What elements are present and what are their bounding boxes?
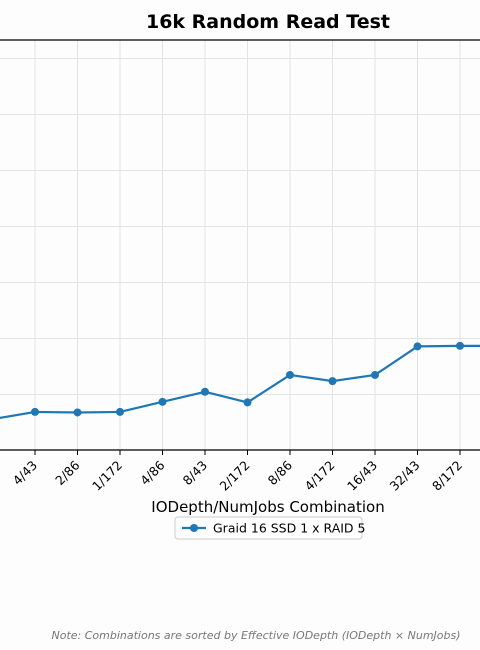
x-tick-label: 8/172 (429, 458, 465, 494)
series-line (0, 344, 480, 420)
legend: Graid 16 SSD 1 x RAID 5 (174, 516, 365, 540)
x-tick-label: 2/86 (52, 457, 82, 487)
data-point (456, 341, 464, 350)
x-tick-label: 16/43 (344, 458, 380, 494)
x-tick-label: 4/86 (137, 457, 167, 487)
data-point (328, 377, 337, 386)
x-tick-label: 1/172 (89, 458, 125, 494)
x-tick-label: 4/43 (10, 458, 40, 488)
x-tick-label: 4/172 (302, 458, 338, 494)
data-point (73, 408, 82, 417)
x-axis-label: IODepth/NumJobs Combination (151, 498, 384, 516)
data-point (243, 398, 252, 407)
legend-box (174, 516, 363, 540)
data-point (413, 342, 422, 351)
data-point (116, 407, 124, 416)
legend-series-marker (190, 524, 198, 532)
x-tick-label: 2/172 (217, 458, 253, 494)
chart-title: 16k Random Read Test (146, 11, 390, 33)
data-point (31, 407, 39, 416)
legend-series-label: Graid 16 SSD 1 x RAID 5 (213, 521, 365, 536)
x-ticks: 4/43 2/86 1/172 4/86 8/43 2/172 8/86 4/172 16/43… (10, 450, 465, 494)
data-point (158, 397, 167, 406)
data-point (371, 370, 379, 379)
axes (0, 39, 480, 451)
x-tick-label: 8/43 (180, 458, 210, 488)
x-tick-label: 8/86 (265, 457, 295, 487)
grid-lines (0, 40, 480, 450)
data-point (201, 387, 209, 396)
x-tick-label: 32/43 (387, 458, 423, 494)
data-point (286, 370, 294, 379)
chart-note: Note: Combinations are sorted by Effecti… (51, 629, 460, 642)
series-layer (0, 341, 480, 420)
